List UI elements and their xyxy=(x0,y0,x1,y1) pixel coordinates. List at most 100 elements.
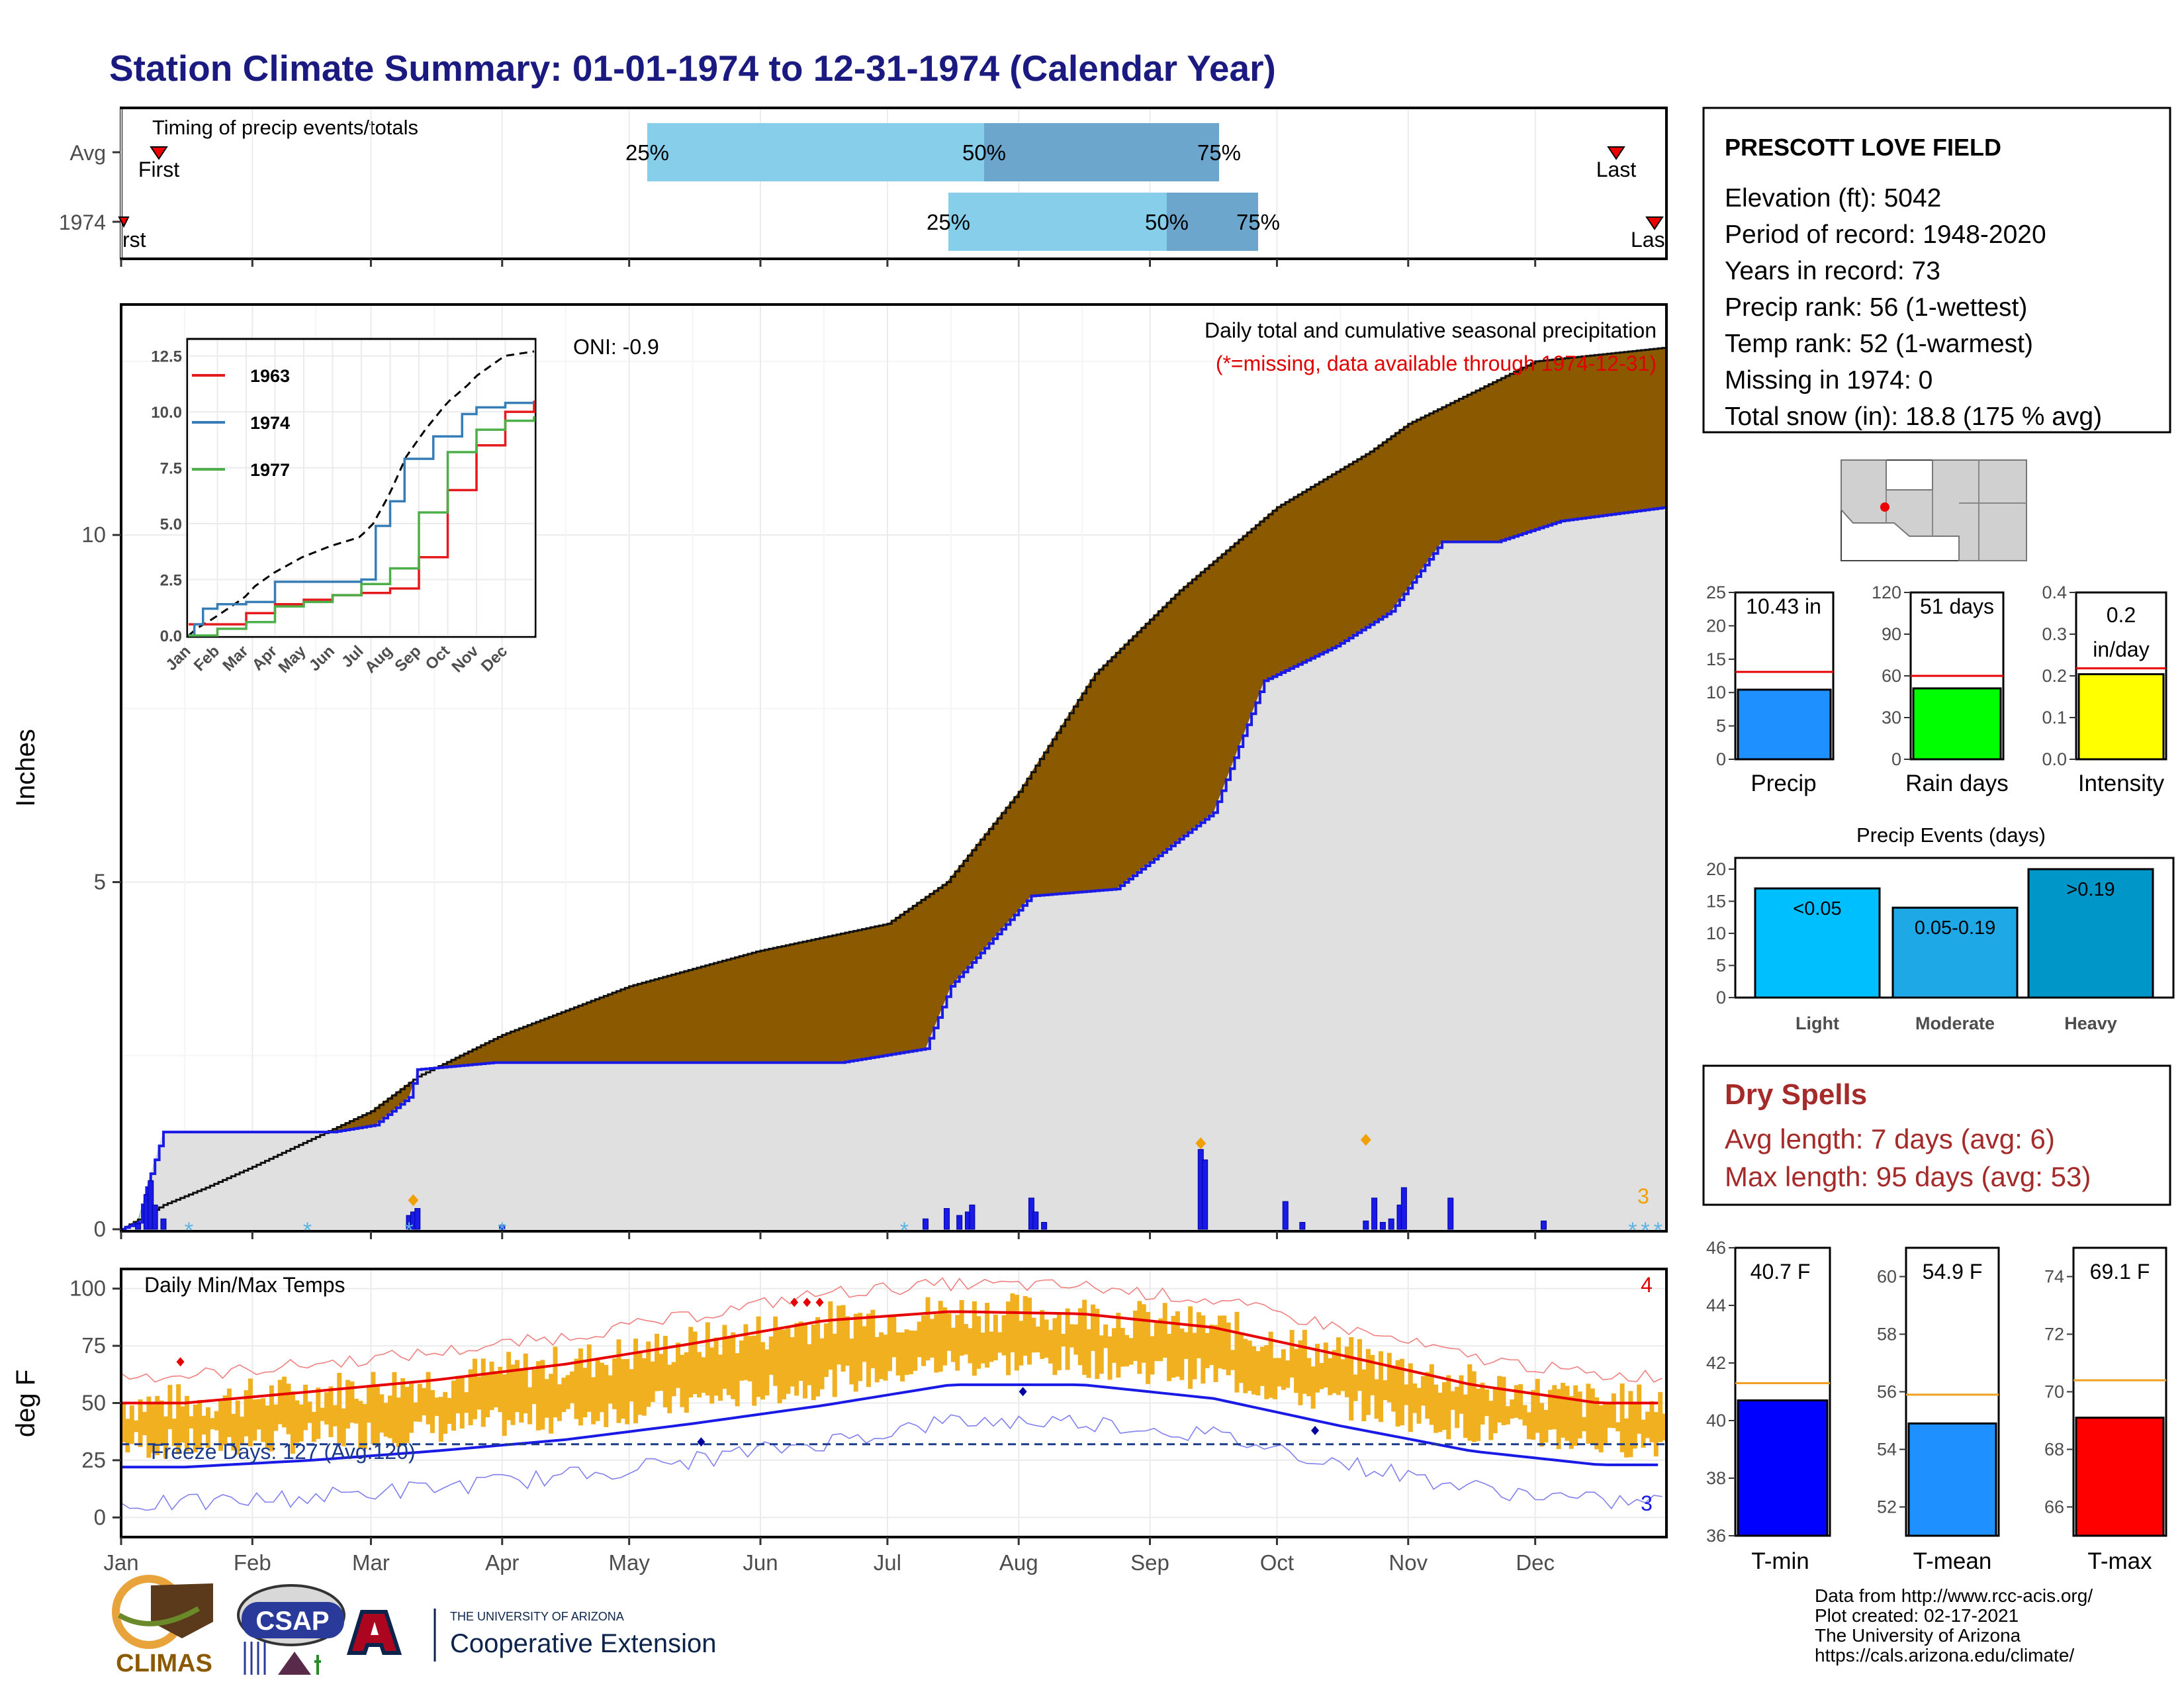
timing-yr-pct-25: 25% xyxy=(927,210,970,234)
daily-temp-bar xyxy=(400,1378,406,1444)
daily-temp-bar xyxy=(1137,1301,1142,1374)
daily-temp-bar xyxy=(1175,1311,1180,1377)
daily-temp-bar xyxy=(646,1341,651,1407)
temp-bar-tmean: 52 54 56 58 60 xyxy=(1877,1246,2000,1537)
daily-temp-bar xyxy=(887,1316,892,1372)
daily-temp-bar xyxy=(599,1362,604,1413)
precip-events-bar-heavy xyxy=(2027,868,2154,999)
temp-record-marker xyxy=(790,1297,799,1307)
daily-temp-bar xyxy=(1027,1297,1032,1365)
timing-avg-pct-75: 75% xyxy=(1197,140,1241,165)
daily-temp-bar xyxy=(150,1403,156,1453)
daily-temp-bar xyxy=(1116,1313,1121,1378)
daily-temp-bar xyxy=(222,1395,228,1446)
daily-temp-bar xyxy=(1035,1326,1040,1352)
daily-precip-bar xyxy=(1282,1201,1289,1230)
daily-temp-bar xyxy=(1086,1329,1091,1378)
daily-temp-bar xyxy=(244,1390,249,1436)
csap-text: CSAP xyxy=(255,1607,329,1636)
summary-ytick-label: 74 xyxy=(2044,1267,2064,1287)
daily-temp-bar xyxy=(1637,1384,1642,1434)
tmin-label: T-min xyxy=(1751,1548,1809,1574)
daily-temp-bar xyxy=(1323,1342,1328,1387)
temp-record-marker xyxy=(1019,1387,1027,1397)
daily-temp-bar xyxy=(1653,1412,1659,1457)
daily-temp-bar xyxy=(735,1353,740,1407)
daily-temp-bar xyxy=(392,1372,397,1443)
daily-temp-bar xyxy=(189,1416,194,1429)
daily-temp-bar xyxy=(1344,1346,1349,1397)
temp-bar-tmax: 66 68 70 72 74 xyxy=(2044,1246,2167,1537)
precip-ytick-label: 0 xyxy=(94,1217,106,1241)
daily-temp-bar xyxy=(904,1329,909,1375)
summary-rain-label: Rain days xyxy=(1905,771,2009,796)
page-title: Station Climate Summary: 01-01-1974 to 1… xyxy=(109,48,1276,89)
daily-temp-bar xyxy=(138,1399,143,1448)
daily-temp-bar xyxy=(459,1376,465,1429)
daily-temp-bar xyxy=(1624,1418,1629,1458)
daily-temp-bar xyxy=(1230,1350,1236,1370)
timing-yr-pct-50: 50% xyxy=(1145,210,1189,234)
daily-temp-bar xyxy=(1201,1315,1206,1384)
summary-ytick-label: 30 xyxy=(1882,708,1901,727)
precip-events-ytick-label: 15 xyxy=(1706,892,1726,912)
daily-temp-bar xyxy=(531,1370,537,1404)
daily-temp-bar xyxy=(676,1342,681,1388)
inset-legend-1963: 1963 xyxy=(250,366,290,386)
daily-temp-bar xyxy=(1552,1385,1557,1430)
daily-temp-bar xyxy=(510,1364,516,1425)
daily-temp-bar xyxy=(955,1315,960,1371)
daily-temp-bar xyxy=(218,1401,224,1451)
daily-temp-bar xyxy=(1310,1366,1316,1409)
daily-temp-bar xyxy=(1154,1321,1159,1362)
daily-temp-bar xyxy=(1433,1384,1439,1433)
daily-temp-bar xyxy=(252,1399,257,1441)
daily-temp-bar xyxy=(1095,1309,1100,1380)
daily-temp-bar xyxy=(447,1397,452,1424)
daily-temp-bar xyxy=(760,1342,765,1400)
daily-precip-bar xyxy=(499,1225,506,1230)
daily-temp-bar xyxy=(747,1336,752,1382)
summary-ytick-label: 0.0 xyxy=(2042,749,2067,769)
daily-temp-bar xyxy=(1641,1419,1646,1448)
daily-temp-bar xyxy=(290,1391,295,1454)
daily-temp-bar xyxy=(1590,1388,1595,1444)
daily-temp-bar xyxy=(1573,1385,1578,1446)
daily-temp-bar xyxy=(1374,1379,1379,1419)
daily-temp-bar xyxy=(231,1413,236,1451)
daily-temp-bar xyxy=(908,1330,913,1374)
daily-temp-bar xyxy=(1006,1301,1011,1376)
daily-temp-bar xyxy=(455,1376,461,1414)
ua-small-text: THE UNIVERSITY OF ARIZONA xyxy=(450,1610,624,1623)
daily-temp-bar xyxy=(1120,1328,1125,1367)
station-line-years: Years in record: 73 xyxy=(1725,257,1940,285)
daily-temp-bar xyxy=(549,1374,554,1434)
daily-temp-bar xyxy=(438,1397,443,1442)
daily-temp-bar xyxy=(1569,1395,1574,1449)
precip-events-bar-label: <0.05 xyxy=(1793,898,1841,919)
daily-temp-bar xyxy=(1582,1417,1587,1431)
daily-temp-bar xyxy=(980,1333,985,1364)
timing-last-marker-avg xyxy=(1607,146,1625,160)
month-label: Apr xyxy=(485,1550,519,1575)
daily-temp-bar xyxy=(858,1313,863,1382)
month-label: May xyxy=(608,1550,650,1575)
month-label: Jan xyxy=(103,1550,138,1575)
daily-temp-bar xyxy=(1052,1318,1058,1376)
snow-marker: * xyxy=(498,1218,506,1243)
summary-ytick-label: 40 xyxy=(1706,1411,1726,1430)
summary-ytick-label: 42 xyxy=(1706,1353,1726,1373)
daily-temp-bar xyxy=(1251,1346,1257,1395)
credit-data-source: Data from http://www.rcc-acis.org/ xyxy=(1815,1585,2093,1606)
snow-marker: * xyxy=(1628,1218,1637,1243)
snow-count: 3 xyxy=(1637,1184,1649,1208)
daily-temp-bar xyxy=(1450,1391,1455,1410)
daily-temp-bar xyxy=(1543,1409,1549,1443)
temp-record-marker xyxy=(803,1297,811,1307)
daily-temp-bar xyxy=(1357,1339,1362,1391)
daily-temp-bar xyxy=(1340,1359,1345,1391)
daily-temp-bar xyxy=(1547,1389,1553,1430)
daily-precip-bar xyxy=(922,1218,929,1230)
daily-temp-bar xyxy=(1069,1324,1074,1348)
daily-temp-bar xyxy=(667,1364,672,1413)
